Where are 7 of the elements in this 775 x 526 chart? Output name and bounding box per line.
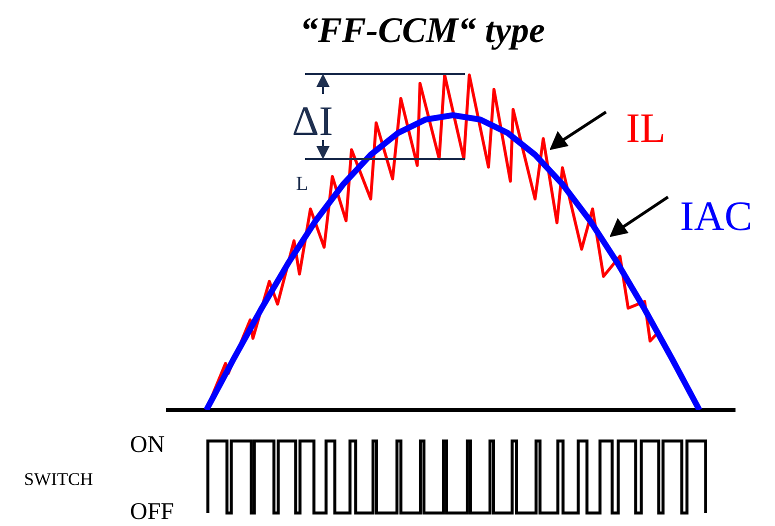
chart-title: “FF-CCM“ type — [300, 10, 546, 50]
text: OFF — [130, 499, 174, 525]
series-label: IL — [626, 106, 666, 152]
text: SWITCH — [24, 469, 93, 489]
annotation: L — [296, 173, 308, 195]
text: ON — [130, 432, 165, 458]
series-label: IAC — [680, 194, 752, 240]
